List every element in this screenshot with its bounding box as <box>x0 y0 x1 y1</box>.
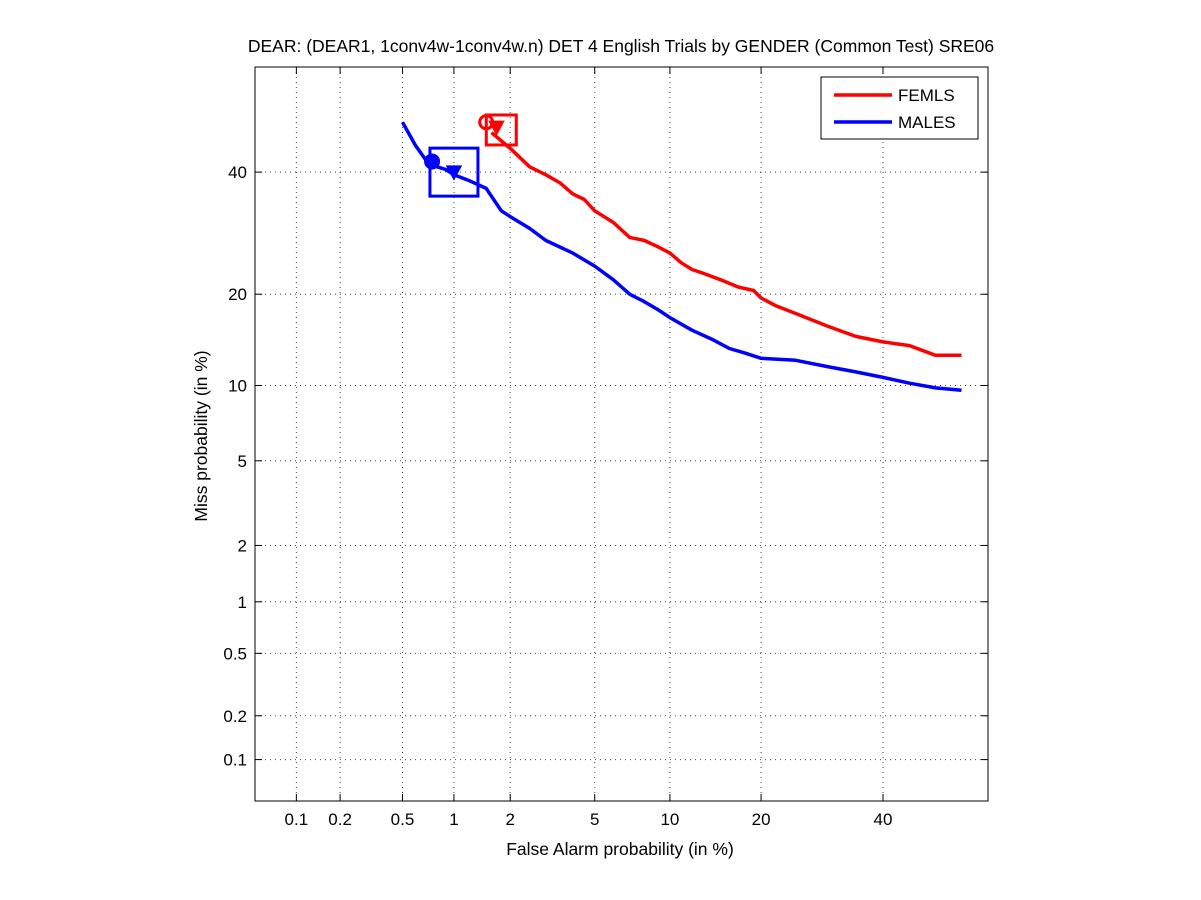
y-tick-label: 10 <box>228 377 247 396</box>
y-tick-label: 0.2 <box>223 707 247 726</box>
legend-box <box>820 76 979 140</box>
x-tick-label: 5 <box>590 810 599 829</box>
x-axis-label: False Alarm probability (in %) <box>506 839 734 859</box>
y-tick-label: 5 <box>238 452 247 471</box>
x-tick-label: 0.1 <box>285 810 309 829</box>
series-marker-triangle-femls <box>488 120 505 136</box>
x-tick-label: 20 <box>752 810 771 829</box>
x-tick-label: 40 <box>874 810 893 829</box>
x-tick-label: 0.2 <box>328 810 352 829</box>
series-femls <box>478 113 962 358</box>
plot-series <box>400 113 962 393</box>
series-marker-circle-males <box>424 153 441 170</box>
y-tick-label: 40 <box>228 163 247 182</box>
grid-lines <box>255 67 988 801</box>
series-males <box>400 121 962 393</box>
x-tick-label: 10 <box>660 810 679 829</box>
x-tick-label: 1 <box>449 810 458 829</box>
legend-label-femls: FEMLS <box>898 86 955 105</box>
legend-label-males: MALES <box>898 113 956 132</box>
series-marker-square-femls <box>484 113 518 147</box>
y-axis-label: Miss probability (in %) <box>191 350 211 521</box>
y-tick-label: 0.5 <box>223 644 247 663</box>
y-tick-label: 20 <box>228 285 247 304</box>
y-tick-label: 0.1 <box>223 751 247 770</box>
series-marker-square-males <box>428 146 480 198</box>
x-tick-label: 2 <box>505 810 514 829</box>
chart-title: DEAR: (DEAR1, 1conv4w-1conv4w.n) DET 4 E… <box>248 36 994 56</box>
legend: FEMLS MALES <box>820 76 979 140</box>
x-tick-label: 0.5 <box>391 810 415 829</box>
axis-ticks: 0.1 0.2 0.5 1 2 5 10 20 40 0.1 0.2 0.5 1 2 5 10 20 40 <box>223 67 988 829</box>
series-line-femls <box>490 131 962 358</box>
series-marker-triangle-males <box>445 165 463 181</box>
plot-frame <box>254 66 989 802</box>
y-tick-label: 2 <box>238 536 247 555</box>
y-tick-label: 1 <box>238 593 247 612</box>
